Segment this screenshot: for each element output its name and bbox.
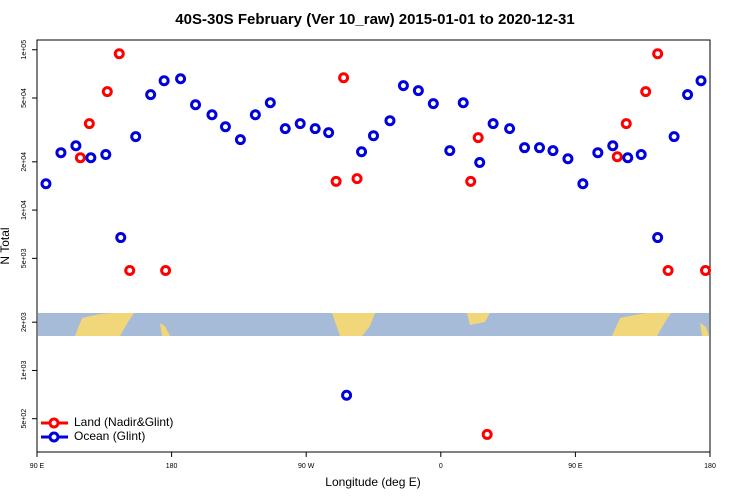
point <box>341 389 353 401</box>
map-strip <box>38 313 709 336</box>
y-tick-label: 2e+03 <box>21 312 28 332</box>
y-axis-label: N Total <box>0 227 12 264</box>
point <box>323 127 335 139</box>
point <box>592 147 604 159</box>
point <box>640 86 652 98</box>
point <box>356 146 368 158</box>
point <box>83 118 95 130</box>
point <box>412 85 424 97</box>
point <box>487 118 499 130</box>
point <box>652 48 664 60</box>
point <box>668 131 680 143</box>
point <box>130 131 142 143</box>
point <box>427 98 439 110</box>
point <box>85 152 97 164</box>
point <box>175 73 187 85</box>
point <box>662 264 674 276</box>
point <box>635 149 647 161</box>
point <box>100 149 112 161</box>
point <box>351 173 363 185</box>
point <box>611 151 623 163</box>
point <box>695 75 707 87</box>
point <box>444 145 456 157</box>
point <box>74 152 86 164</box>
point <box>620 118 632 130</box>
x-tick-label: 90 W <box>298 463 315 470</box>
y-tick-label: 1e+04 <box>21 200 28 220</box>
point <box>234 134 246 146</box>
plot-frame <box>36 39 711 453</box>
point <box>368 130 379 142</box>
y-tick-label: 1e+03 <box>21 361 28 381</box>
point <box>397 80 409 92</box>
y-tick-label: 5e+02 <box>21 409 28 429</box>
y-tick-label: 2e+04 <box>21 152 28 172</box>
point <box>700 264 712 276</box>
point <box>330 175 342 187</box>
chart-title: 40S-30S February (Ver 10_raw) 2015-01-01… <box>175 11 574 28</box>
legend-label: Land (Nadir&Glint) <box>74 415 173 429</box>
point <box>206 109 218 121</box>
point <box>338 72 350 84</box>
point <box>55 147 67 159</box>
point <box>264 97 276 109</box>
point <box>190 99 202 111</box>
legend-label: Ocean (Glint) <box>74 429 145 443</box>
point <box>474 157 486 169</box>
point <box>384 115 396 127</box>
point <box>115 232 127 244</box>
point <box>534 142 546 154</box>
x-tick-label: 180 <box>166 463 178 470</box>
point <box>504 123 516 135</box>
point <box>101 86 113 98</box>
point <box>519 142 531 154</box>
point <box>481 428 493 440</box>
point <box>309 123 321 135</box>
point <box>457 97 469 109</box>
point <box>472 132 484 144</box>
legend-marker <box>48 417 60 429</box>
point <box>70 140 82 152</box>
point <box>219 121 231 133</box>
point <box>652 232 664 244</box>
point <box>124 264 136 276</box>
point <box>158 75 170 87</box>
y-tick-label: 5e+04 <box>21 88 28 108</box>
point <box>40 178 52 190</box>
x-tick-label: 0 <box>439 463 443 470</box>
x-tick-label: 180 <box>704 463 716 470</box>
point <box>547 145 559 157</box>
x-tick-label: 90 E <box>30 463 45 470</box>
point <box>294 118 306 130</box>
legend-marker <box>48 431 60 443</box>
x-axis-label: Longitude (deg E) <box>325 475 420 489</box>
point <box>562 153 574 165</box>
point <box>607 140 619 152</box>
point <box>160 264 172 276</box>
x-tick-label: 90 E <box>568 463 583 470</box>
point <box>279 123 291 135</box>
point <box>465 175 477 187</box>
point <box>113 48 125 60</box>
point <box>682 89 694 101</box>
point <box>145 89 157 101</box>
point <box>249 109 261 121</box>
y-tick-label: 5e+03 <box>21 248 28 268</box>
point <box>577 178 589 190</box>
point <box>622 152 634 164</box>
y-tick-label: 1e+05 <box>21 40 28 60</box>
